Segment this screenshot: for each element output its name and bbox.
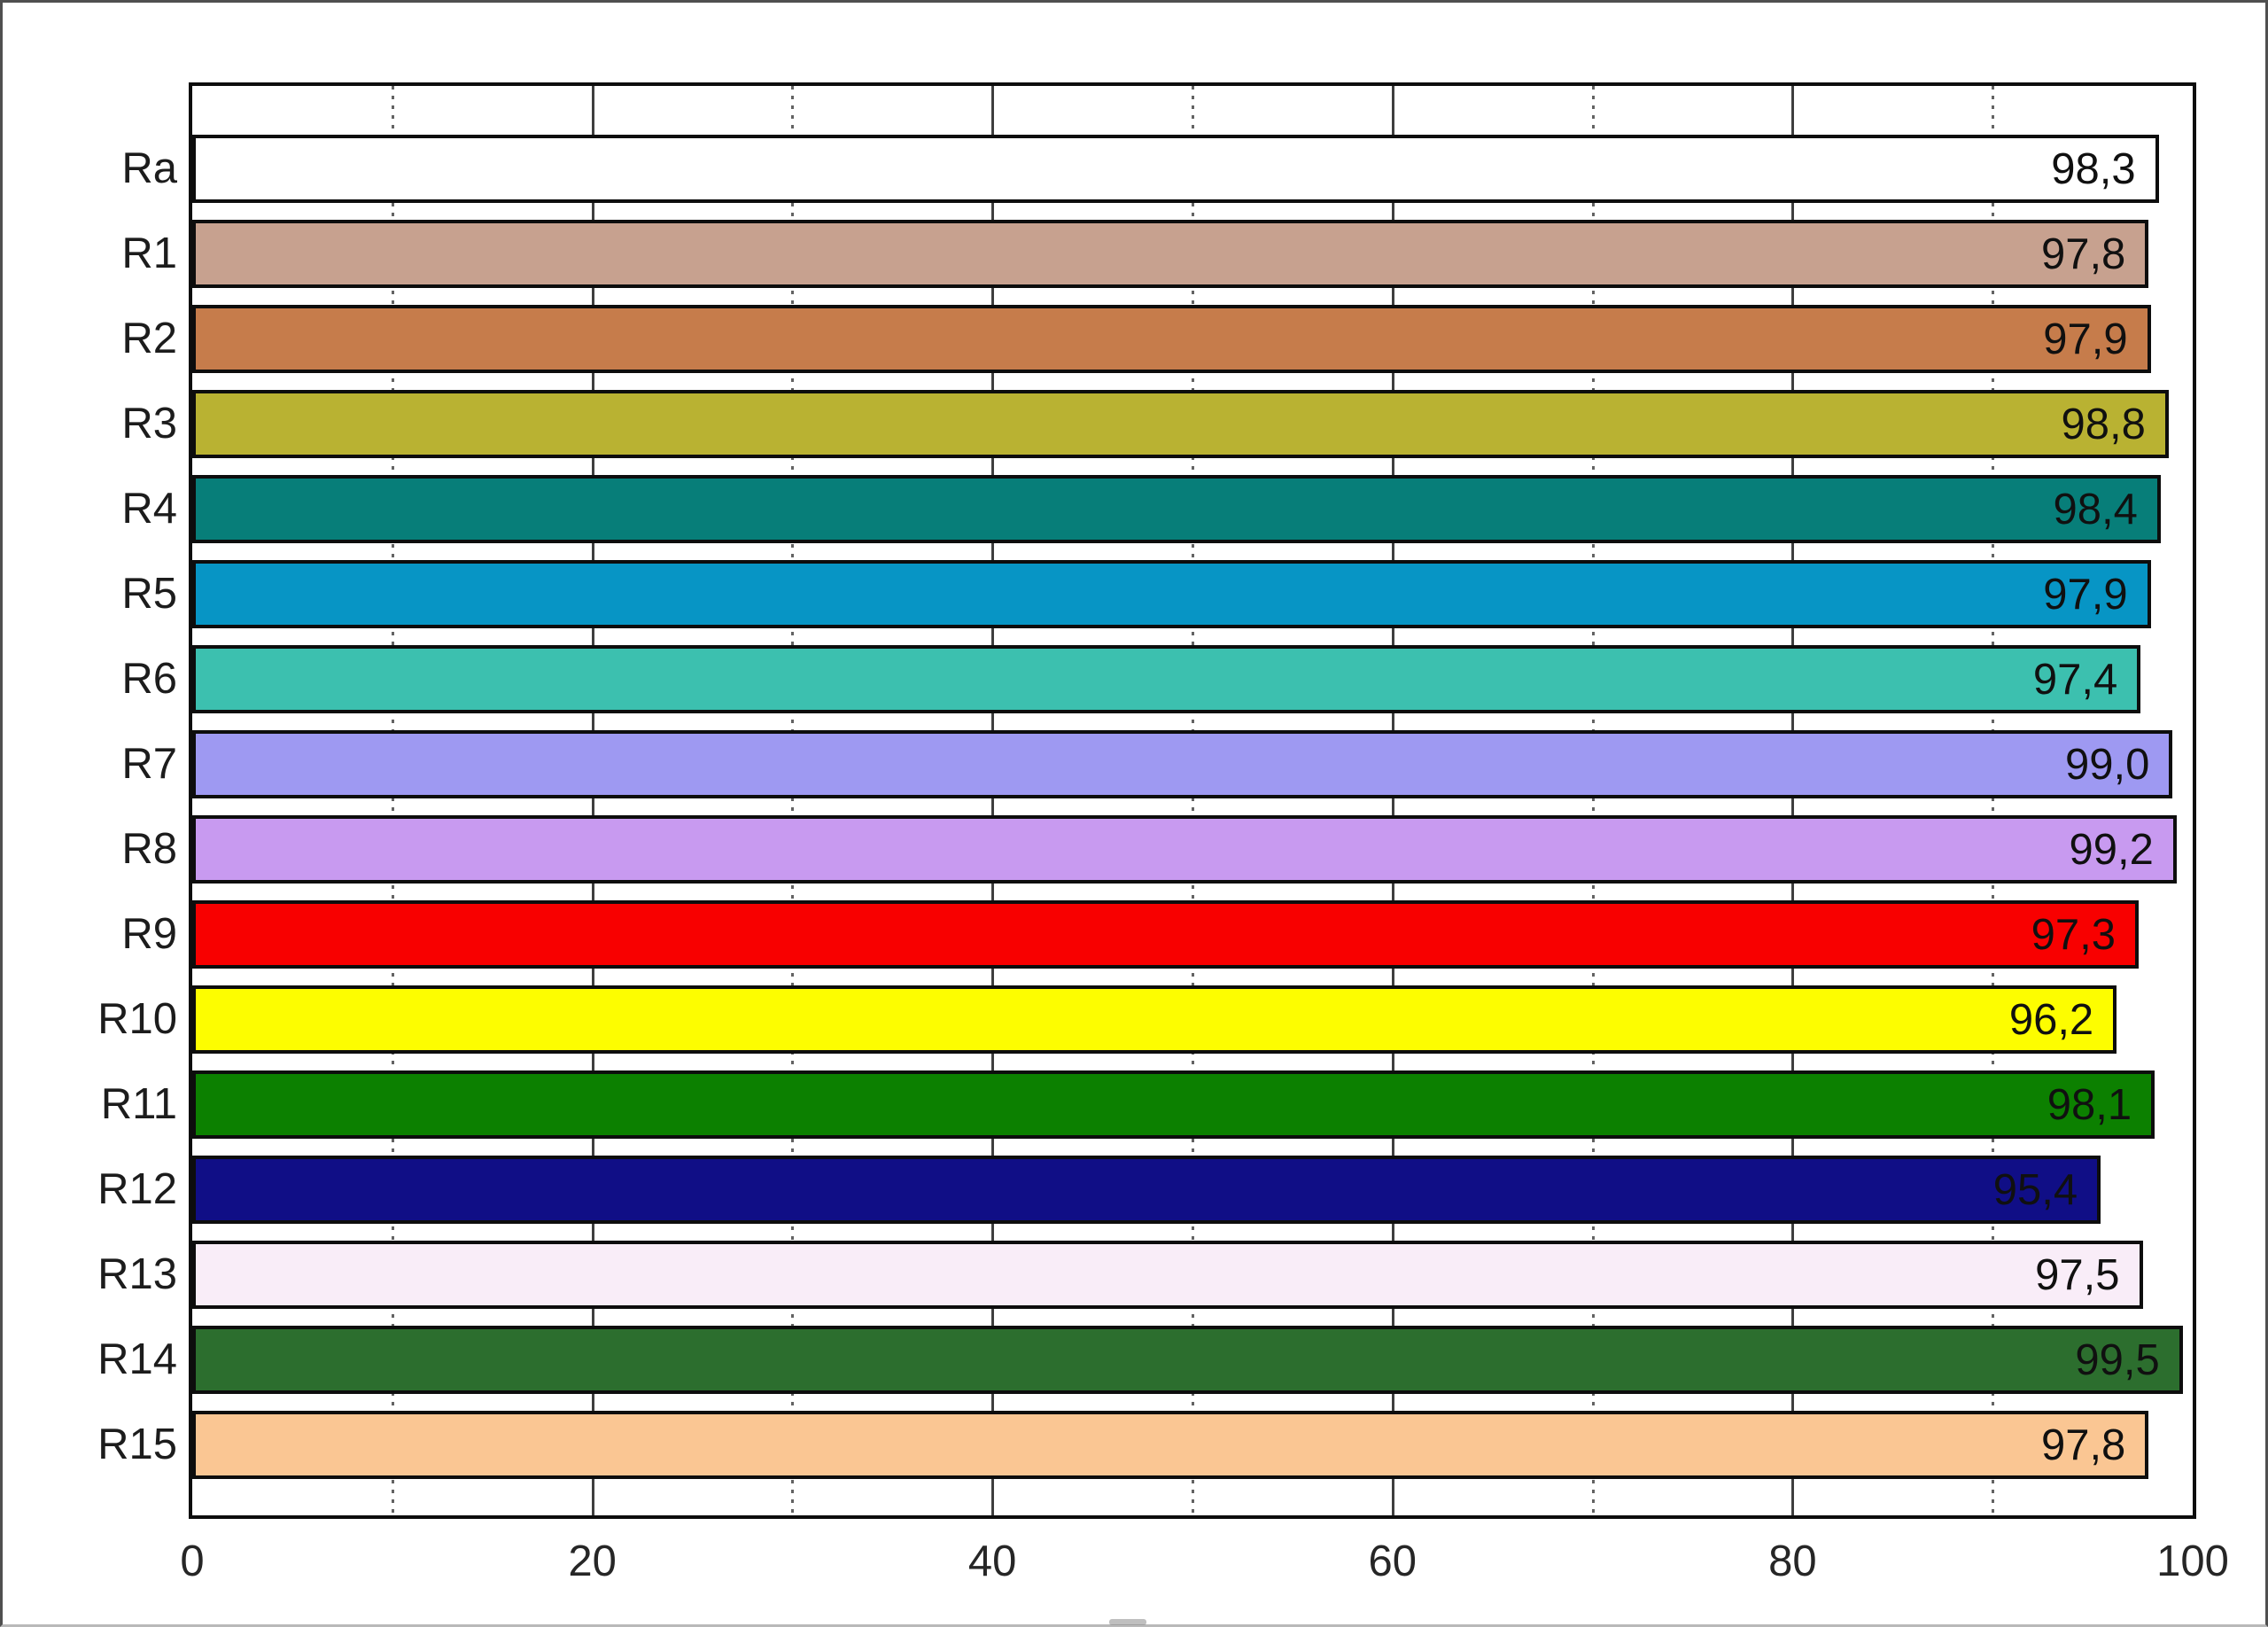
- bar-R6: 97,4: [192, 645, 2141, 713]
- bar-R1: 97,8: [192, 220, 2149, 288]
- bar-value-label-R3: 98,8: [2061, 400, 2146, 448]
- category-label-R1: R1: [121, 230, 177, 277]
- category-label-R14: R14: [97, 1335, 177, 1383]
- bar-value-label-Ra: 98,3: [2051, 144, 2136, 193]
- minor-gridline-10: [391, 86, 394, 1515]
- category-label-R13: R13: [97, 1250, 177, 1298]
- category-label-R10: R10: [97, 995, 177, 1043]
- bar-R8: 99,2: [192, 815, 2177, 884]
- major-gridline-20: [591, 86, 594, 1515]
- bar-R7: 99,0: [192, 730, 2173, 798]
- bar-value-label-R7: 99,0: [2065, 740, 2150, 789]
- category-label-R7: R7: [121, 740, 177, 788]
- bar-value-label-R2: 97,9: [2043, 315, 2128, 363]
- major-gridline-60: [1391, 86, 1394, 1515]
- category-label-R5: R5: [121, 570, 177, 618]
- category-label-R9: R9: [121, 910, 177, 958]
- bar-R5: 97,9: [192, 560, 2151, 628]
- bar-value-label-R1: 97,8: [2040, 230, 2126, 278]
- bar-value-label-R12: 95,4: [1992, 1165, 2078, 1214]
- x-tick-label-80: 80: [1768, 1537, 1817, 1585]
- bar-value-label-R15: 97,8: [2040, 1421, 2126, 1469]
- bar-R15: 97,8: [192, 1411, 2149, 1479]
- minor-gridline-70: [1591, 86, 1595, 1515]
- bar-R10: 96,2: [192, 985, 2117, 1054]
- major-gridline-40: [991, 86, 995, 1515]
- minor-gridline-50: [1192, 86, 1194, 1515]
- x-tick-label-40: 40: [967, 1537, 1017, 1585]
- bar-R4: 98,4: [192, 475, 2161, 543]
- bar-Ra: 98,3: [192, 135, 2159, 203]
- cutoff-glyph-fragment: [1109, 1619, 1146, 1625]
- bar-R13: 97,5: [192, 1241, 2143, 1309]
- category-label-R2: R2: [121, 315, 177, 362]
- category-label-R3: R3: [121, 400, 177, 448]
- bar-R11: 98,1: [192, 1070, 2155, 1139]
- category-label-R15: R15: [97, 1421, 177, 1468]
- bar-R3: 98,8: [192, 390, 2169, 458]
- bar-R12: 95,4: [192, 1156, 2101, 1224]
- bar-R14: 99,5: [192, 1326, 2183, 1394]
- x-tick-label-20: 20: [568, 1537, 617, 1585]
- bar-value-label-R4: 98,4: [2053, 485, 2138, 533]
- bar-value-label-R11: 98,1: [2047, 1080, 2132, 1129]
- bar-value-label-R5: 97,9: [2043, 570, 2128, 619]
- category-label-R11: R11: [100, 1080, 177, 1128]
- category-label-Ra: Ra: [121, 144, 177, 192]
- x-tick-label-0: 0: [180, 1537, 205, 1585]
- bar-value-label-R8: 99,2: [2069, 825, 2154, 874]
- category-label-R12: R12: [97, 1165, 177, 1213]
- bar-value-label-R14: 99,5: [2075, 1335, 2160, 1384]
- bar-R9: 97,3: [192, 900, 2140, 969]
- major-gridline-80: [1791, 86, 1795, 1515]
- category-label-R6: R6: [121, 655, 177, 703]
- x-tick-label-100: 100: [2156, 1537, 2229, 1585]
- minor-gridline-90: [1992, 86, 1995, 1515]
- bar-value-label-R13: 97,5: [2035, 1250, 2120, 1299]
- plot-area: 98,3 97,8 97,9 98,8 98,4 97,9 97,4 99,0 99,2 97,3…: [189, 82, 2196, 1519]
- x-tick-label-60: 60: [1368, 1537, 1418, 1585]
- category-label-R4: R4: [121, 485, 177, 533]
- bar-value-label-R9: 97,3: [2031, 910, 2117, 959]
- bar-R2: 97,9: [192, 305, 2151, 373]
- category-label-R8: R8: [121, 825, 177, 873]
- bar-value-label-R10: 96,2: [2008, 995, 2094, 1044]
- minor-gridline-30: [791, 86, 795, 1515]
- bar-value-label-R6: 97,4: [2032, 655, 2118, 704]
